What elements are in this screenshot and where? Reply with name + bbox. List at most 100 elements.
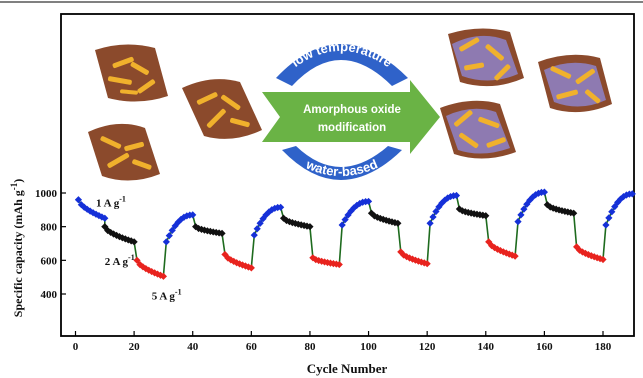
data-point: [482, 212, 490, 220]
data-point: [335, 260, 343, 269]
data-point: [605, 214, 613, 222]
data-point: [549, 204, 557, 212]
data-point: [420, 259, 428, 267]
data-point: [596, 255, 604, 263]
plot-frame: [60, 13, 635, 337]
data-point: [153, 270, 162, 278]
coated-substrate-2: [538, 54, 612, 113]
data-point: [590, 253, 598, 261]
x-tick-label: 20: [129, 341, 141, 353]
data-point: [514, 218, 522, 226]
data-point: [496, 247, 505, 255]
data-point: [540, 188, 548, 196]
data-point: [130, 238, 138, 246]
x-tick-label: 180: [595, 341, 612, 353]
data-point: [435, 203, 443, 211]
data-point: [444, 194, 452, 202]
data-point: [259, 215, 267, 223]
substrate-left-3: [182, 79, 262, 139]
data-point: [145, 266, 153, 274]
data-point: [429, 213, 437, 221]
data-point: [227, 256, 235, 264]
data-point: [488, 242, 496, 250]
data-point: [587, 252, 595, 260]
top-arc: [276, 44, 408, 86]
data-point: [338, 221, 346, 229]
data-point: [426, 219, 434, 227]
x-axis-label: Cycle Number: [307, 361, 388, 376]
data-point: [101, 214, 109, 222]
data-point: [133, 256, 141, 264]
y-tick-label: 1000: [35, 188, 58, 200]
data-point: [341, 216, 349, 224]
rate-annotation: 5 A g-1: [152, 288, 182, 303]
data-point: [218, 229, 226, 237]
data-point: [578, 248, 587, 256]
substrate-left-2: [88, 123, 160, 181]
data-point: [523, 200, 531, 208]
data-point: [367, 209, 376, 217]
data-point: [432, 207, 440, 216]
data-point: [370, 212, 379, 220]
data-point: [570, 209, 578, 217]
data-point: [364, 197, 373, 206]
data-point: [614, 198, 622, 206]
data-point: [511, 252, 519, 260]
data-point: [499, 248, 507, 256]
axes: 0 20 40 60 80 100 120 140 160 180 400 600 800 1000 Cyc…: [9, 179, 612, 376]
data-point: [423, 260, 431, 268]
data-point: [315, 256, 323, 265]
process-arrow: [262, 80, 440, 154]
x-tick-label: 160: [536, 341, 553, 353]
y-axis-label: Specific capacity (mAh g-1): [9, 179, 25, 317]
data-point: [291, 219, 299, 228]
data-point: [608, 208, 616, 216]
x-tick-label: 100: [360, 341, 377, 353]
x-tick-label: 140: [478, 341, 495, 353]
data-point: [508, 251, 516, 259]
data-point: [277, 203, 285, 211]
data-point: [417, 258, 425, 266]
data-point: [526, 196, 534, 204]
y-tick-label: 600: [41, 255, 58, 267]
data-point: [394, 219, 402, 227]
data-point: [517, 211, 525, 219]
data-point: [502, 249, 510, 257]
data-point: [520, 205, 528, 213]
data-point: [552, 205, 560, 213]
data-point: [575, 246, 584, 254]
schematic-illustration: low temperature Amorphous oxide modifica…: [88, 28, 612, 181]
rate-annotation: 1 A g-1: [96, 194, 126, 209]
data-point: [265, 208, 273, 216]
data-point: [230, 257, 238, 266]
coated-substrate-3: [440, 100, 516, 159]
data-point: [221, 250, 229, 259]
data-point: [599, 255, 607, 264]
data-point: [288, 219, 296, 227]
data-point: [356, 199, 364, 208]
data-point: [165, 232, 173, 240]
x-tick-label: 80: [304, 341, 316, 353]
data-point: [534, 189, 543, 197]
data-point: [136, 261, 144, 269]
data-point: [250, 231, 258, 239]
arrow-label-line2: modification: [318, 122, 386, 134]
bottom-arc: [282, 146, 402, 180]
arrow-label-line1: Amorphous oxide: [303, 104, 401, 116]
data-point: [344, 211, 352, 219]
x-tick-label: 120: [419, 341, 436, 353]
rate-annotation: 2 A g-1: [105, 253, 135, 268]
data-point: [74, 196, 83, 204]
data-point: [616, 195, 625, 203]
svg-text:water-based: water-based: [303, 156, 380, 179]
data-point: [285, 218, 294, 226]
data-point: [461, 208, 469, 216]
data-point: [256, 219, 264, 227]
data-point: [162, 238, 170, 246]
bottom-arc-label: water-based: [303, 156, 380, 179]
data-point: [602, 221, 610, 229]
x-tick-label: 60: [246, 341, 258, 353]
annotations: 1 A g-1 2 A g-1 5 A g-1: [96, 194, 182, 302]
data-point: [247, 264, 255, 272]
